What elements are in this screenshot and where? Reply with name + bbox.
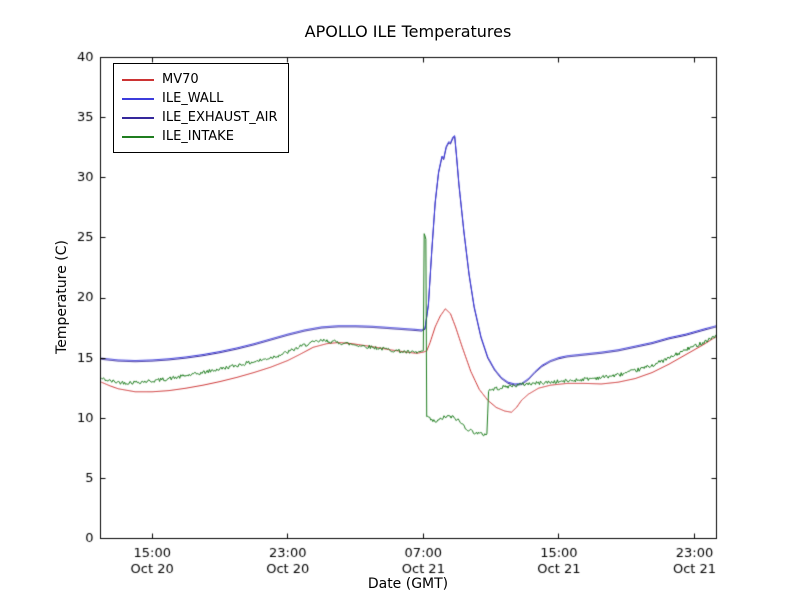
- legend-item: ILE_WALL: [122, 89, 278, 108]
- legend-label: ILE_INTAKE: [162, 129, 234, 144]
- legend-line-swatch: [122, 97, 154, 100]
- legend: MV70 ILE_WALL ILE_EXHAUST_AIR ILE_INTAKE: [113, 63, 289, 153]
- x-axis-label: Date (GMT): [367, 576, 449, 592]
- legend-item: ILE_INTAKE: [122, 127, 278, 146]
- legend-line-swatch: [122, 78, 154, 81]
- legend-label: MV70: [162, 72, 199, 87]
- legend-item: ILE_EXHAUST_AIR: [122, 108, 278, 127]
- legend-label: ILE_WALL: [162, 91, 224, 106]
- legend-line-swatch: [122, 135, 154, 138]
- legend-line-swatch: [122, 116, 154, 119]
- legend-item: MV70: [122, 70, 278, 89]
- y-axis-label: Temperature (C): [54, 240, 70, 354]
- legend-label: ILE_EXHAUST_AIR: [162, 110, 278, 125]
- chart-title: APOLLO ILE Temperatures: [304, 22, 512, 41]
